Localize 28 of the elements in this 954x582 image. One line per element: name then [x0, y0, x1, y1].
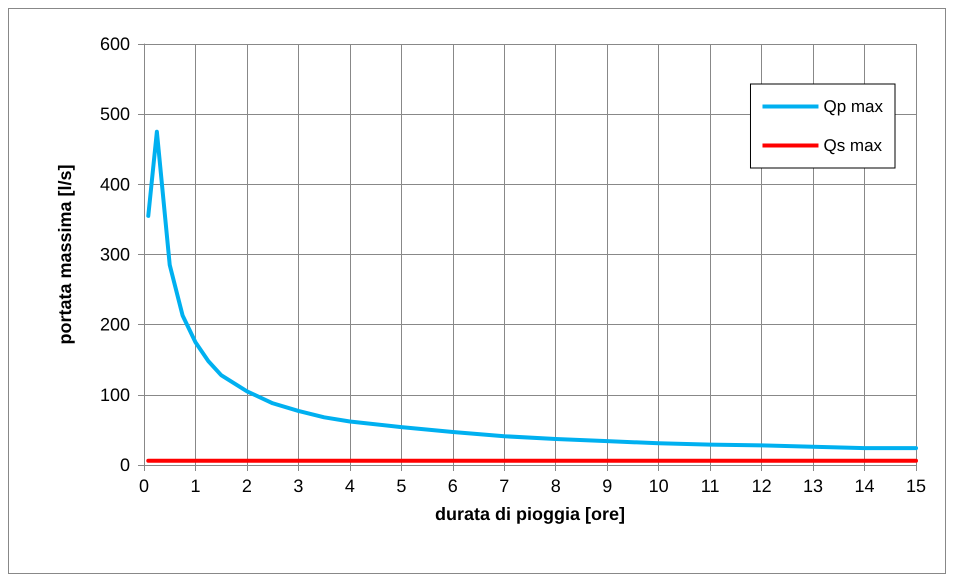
y-axis-title: portata massima [l/s]: [55, 164, 75, 345]
y-tick-label: 400: [100, 174, 130, 194]
x-tick-label: 14: [854, 476, 875, 496]
y-tick-label: 100: [100, 384, 130, 405]
y-tick-label: 500: [100, 104, 130, 124]
y-tick-label: 300: [100, 244, 130, 264]
x-tick-label: 4: [344, 476, 355, 496]
x-tick-label: 8: [550, 476, 561, 496]
legend-label: Qs max: [823, 136, 883, 155]
x-tick-label: 2: [242, 476, 252, 496]
x-tick-label: 9: [602, 476, 612, 496]
y-tick-label: 200: [100, 314, 130, 335]
x-tick-label: 7: [499, 476, 510, 496]
x-tick-label: 5: [396, 476, 406, 496]
x-tick-label: 15: [906, 476, 926, 496]
y-tick-label: 0: [120, 455, 130, 475]
x-tick-label: 1: [190, 476, 200, 496]
y-tick-label: 600: [100, 34, 130, 54]
x-axis-title: durata di pioggia [ore]: [434, 504, 626, 524]
x-tick-label: 12: [752, 476, 772, 496]
x-tick-label: 3: [293, 476, 304, 496]
line-series: [146, 130, 918, 450]
x-tick-label: 10: [648, 476, 669, 496]
x-tick-label: 6: [448, 476, 458, 496]
x-tick-label: 13: [803, 476, 824, 496]
x-tick-label: 11: [700, 476, 720, 496]
x-tick-label: 0: [138, 476, 150, 496]
legend-label: Qp max: [823, 97, 884, 116]
